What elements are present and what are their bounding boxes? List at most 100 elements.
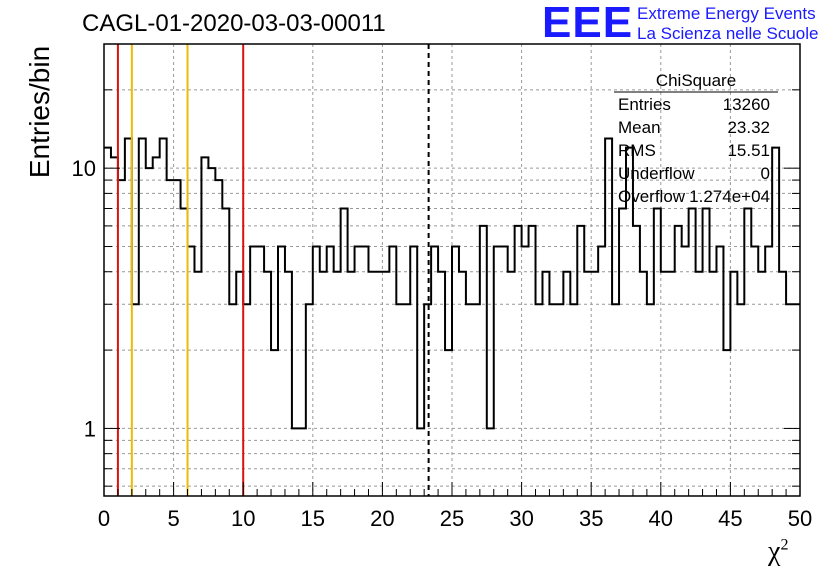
x-tick-label: 10 (231, 506, 255, 531)
histogram-bar (257, 247, 264, 496)
histogram-bar (598, 247, 605, 496)
histogram-bar (689, 208, 696, 496)
histogram-bar (661, 272, 668, 496)
eee-logo: EEE (542, 0, 634, 47)
histogram-bar (459, 272, 466, 496)
histogram-bar (188, 247, 195, 496)
histogram-bar (229, 304, 236, 496)
x-tick-label: 20 (370, 506, 394, 531)
histogram-bar (396, 304, 403, 496)
x-tick-label: 30 (509, 506, 533, 531)
histogram-bar (723, 350, 730, 496)
histogram-outline (104, 137, 800, 430)
histogram-bar (313, 247, 320, 496)
histogram-bar (375, 272, 382, 496)
histogram-bar (536, 304, 543, 496)
histogram-bar (285, 272, 292, 496)
histogram-bar (703, 208, 710, 496)
histogram-bar (167, 180, 174, 496)
histogram-bar (139, 139, 146, 496)
histogram-bar (619, 208, 626, 496)
stats-label: Mean (618, 118, 661, 137)
chart-title: CAGL-01-2020-03-03-00011 (82, 10, 386, 37)
histogram-bar (758, 272, 765, 496)
histogram-bar (515, 226, 522, 496)
histogram-bar (410, 247, 417, 496)
histogram-bar (682, 247, 689, 496)
histogram-bar (334, 272, 341, 496)
stats-label: Underflow (618, 164, 695, 183)
histogram-bar (355, 247, 362, 496)
x-tick-label: 50 (788, 506, 812, 531)
histogram-bar (341, 208, 348, 496)
x-tick-label: 45 (718, 506, 742, 531)
brand-line-2: La Scienza nelle Scuole (637, 24, 819, 43)
histogram-bar (480, 226, 487, 496)
histogram-bar (765, 247, 772, 496)
histogram-bar (236, 272, 243, 496)
x-axis-label: χ2 (768, 536, 788, 568)
histogram-bar (640, 272, 647, 496)
histogram-bar (146, 168, 153, 496)
stats-label: Entries (618, 95, 671, 114)
histogram-bar (271, 350, 278, 496)
stats-label: RMS (618, 141, 656, 160)
stats-value: 1.274e+04 (689, 187, 770, 206)
x-axis-label-base: χ (768, 536, 781, 567)
histogram-bar (696, 272, 703, 496)
histogram-bar (403, 304, 410, 496)
histogram-bar (556, 304, 563, 496)
histogram-bar (716, 247, 723, 496)
stats-value: 15.51 (727, 141, 770, 160)
stats-title: ChiSquare (656, 71, 736, 90)
histogram-bar (793, 304, 800, 496)
histogram-bar (542, 272, 549, 496)
x-tick-label: 5 (167, 506, 179, 531)
stats-label: Overflow (618, 187, 686, 206)
histogram-bar (264, 272, 271, 496)
histogram-bar (744, 208, 751, 496)
histogram-bar (222, 208, 229, 496)
histogram-bar (368, 272, 375, 496)
histogram-bar (160, 139, 167, 496)
stats-value: 13260 (723, 95, 770, 114)
histogram-bar (577, 226, 584, 496)
histogram-bar (501, 247, 508, 496)
histogram-bar (320, 272, 327, 496)
stats-value: 0 (761, 164, 770, 183)
histogram-bar (132, 304, 139, 496)
stats-value: 23.32 (727, 118, 770, 137)
histogram-bar (174, 180, 181, 496)
histogram-bar (362, 247, 369, 496)
histogram-bar (786, 304, 793, 496)
histogram-bar (181, 208, 188, 496)
histogram-bar (549, 304, 556, 496)
y-tick-label: 1 (84, 416, 96, 441)
histogram-bar (605, 139, 612, 496)
histogram-bar (445, 350, 452, 496)
histogram-bar (473, 304, 480, 496)
histogram-bar (278, 247, 285, 496)
histogram-bar (654, 208, 661, 496)
histogram-bar (494, 247, 501, 496)
x-tick-label: 40 (649, 506, 673, 531)
histogram-bar (118, 180, 125, 496)
histogram-bar (563, 272, 570, 496)
histogram-bar (508, 272, 515, 496)
histogram-bar (668, 272, 675, 496)
histogram-bar (215, 180, 222, 496)
histogram-bar (452, 247, 459, 496)
histogram-bar (779, 272, 786, 496)
histogram-bar (584, 272, 591, 496)
histogram-bar (466, 304, 473, 496)
histogram-bar (125, 139, 132, 496)
histogram-bar (737, 304, 744, 496)
histogram-bar (612, 304, 619, 496)
x-tick-label: 25 (440, 506, 464, 531)
histogram-bar (327, 247, 334, 496)
x-tick-label: 0 (98, 506, 110, 531)
histogram-bar (772, 148, 779, 496)
histogram-bar (243, 304, 250, 496)
histogram-bar (389, 247, 396, 496)
